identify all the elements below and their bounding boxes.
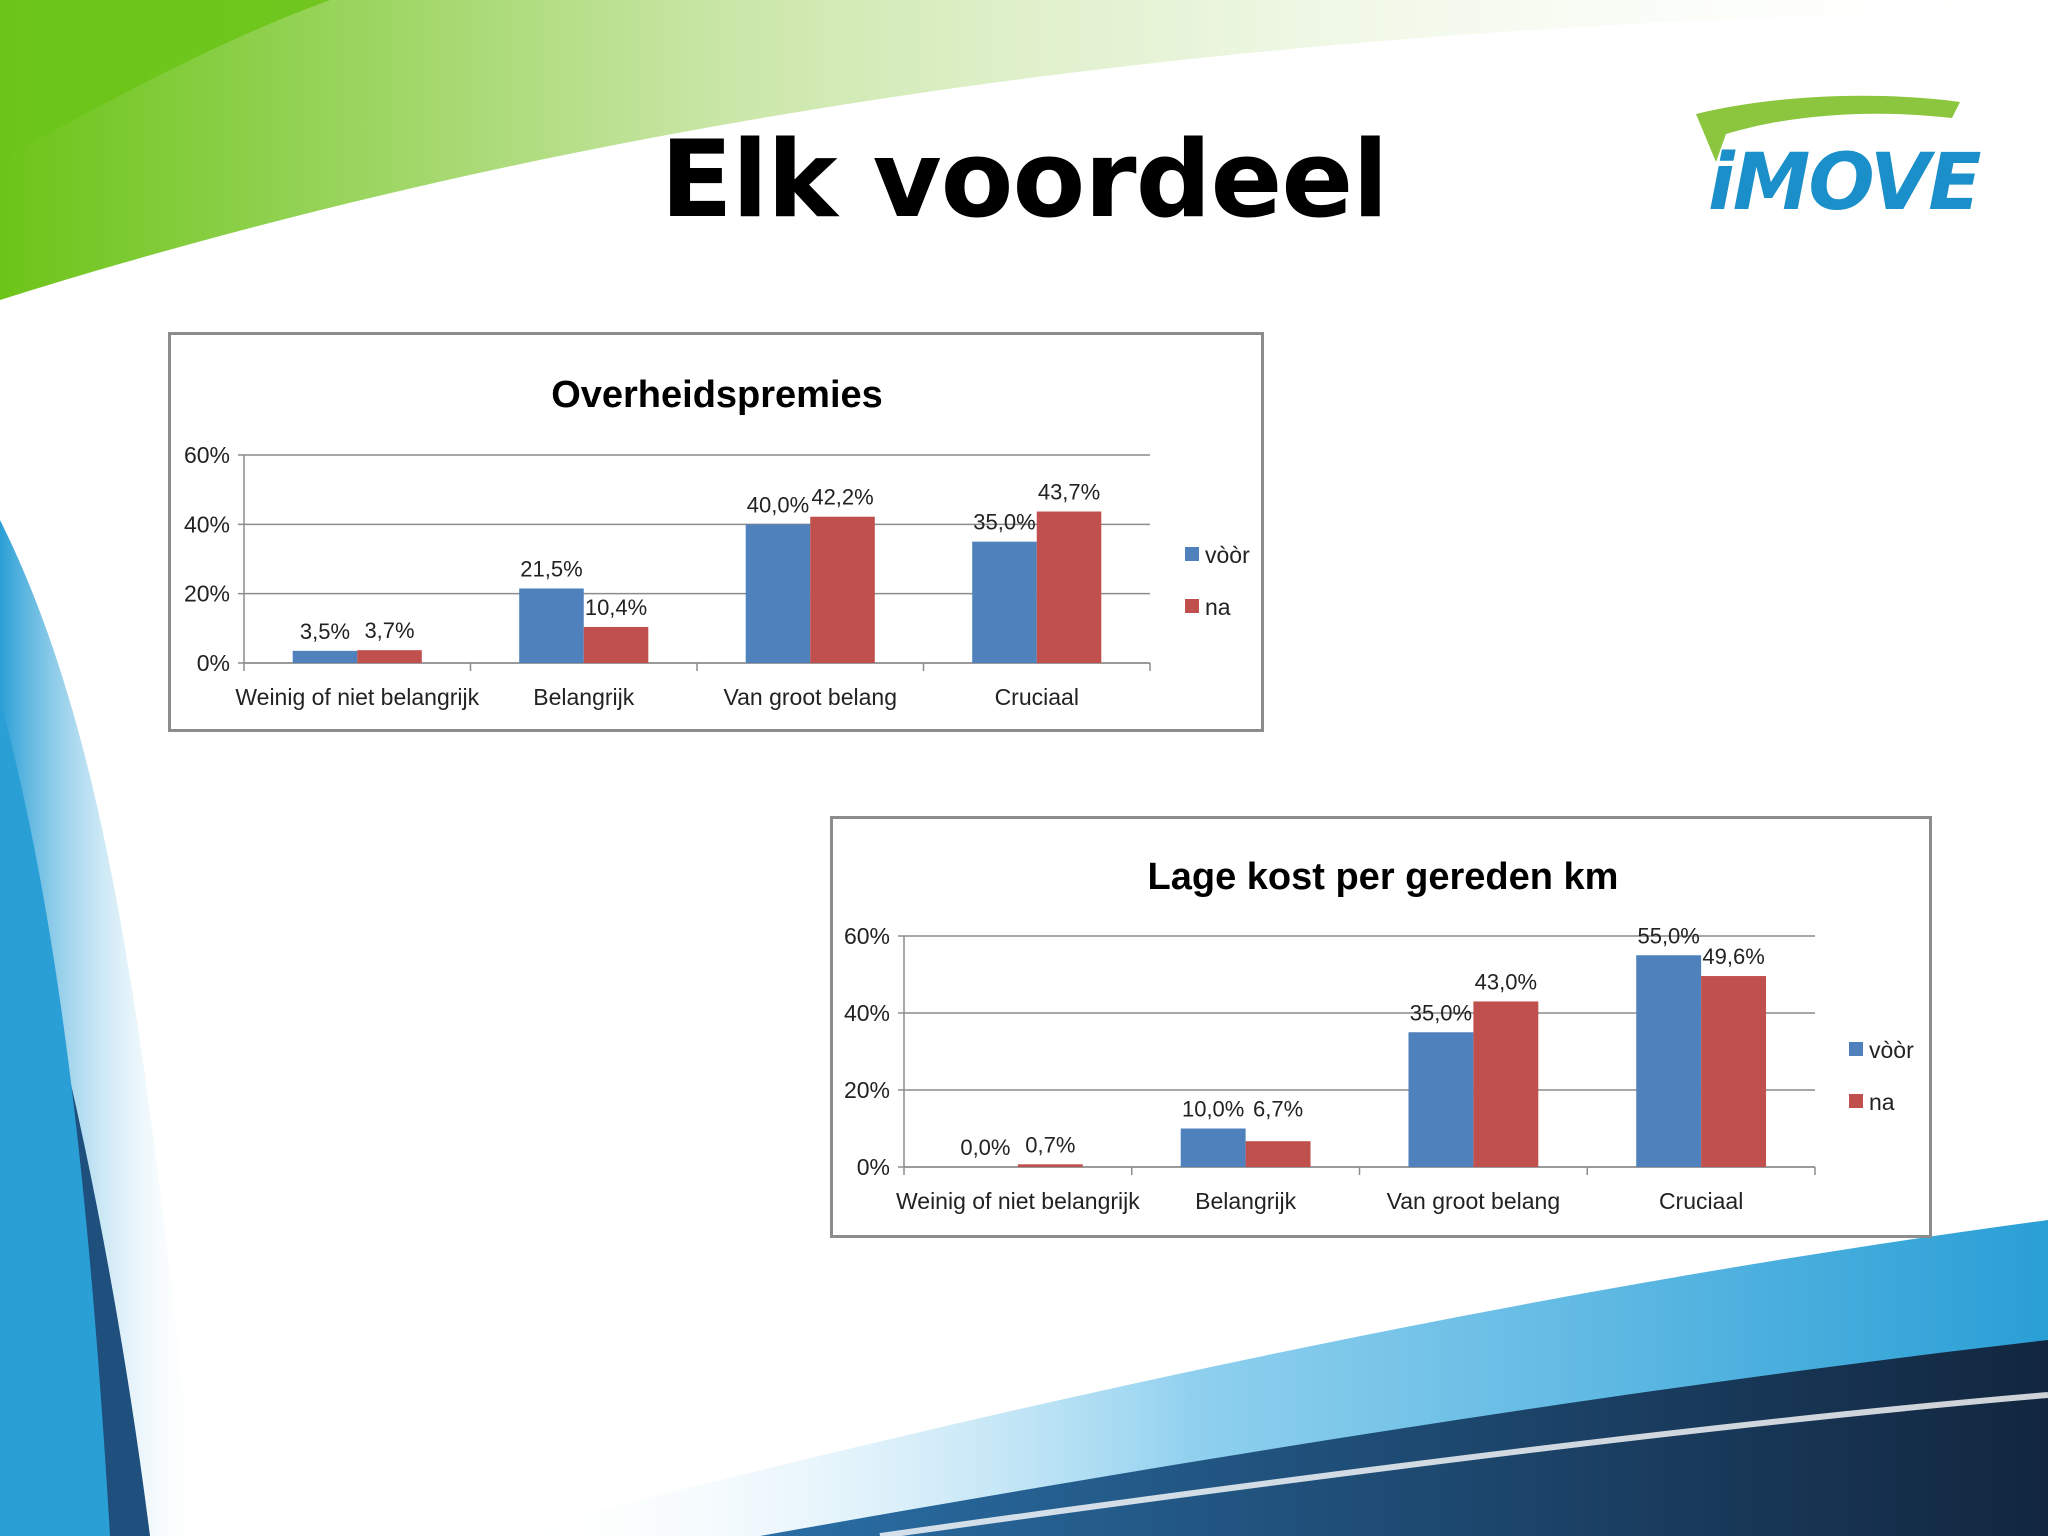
- x-category-label: Cruciaal: [995, 684, 1079, 710]
- bar-na: [1701, 976, 1767, 1167]
- data-label: 55,0%: [1637, 923, 1699, 948]
- data-label: 43,7%: [1038, 480, 1100, 505]
- bar-voor: [1180, 1128, 1246, 1167]
- data-label: 43,0%: [1475, 969, 1537, 994]
- y-tick-label: 20%: [184, 581, 230, 607]
- legend-swatch: [1849, 1042, 1863, 1056]
- y-tick-label: 20%: [844, 1077, 890, 1103]
- data-label: 10,4%: [585, 595, 647, 620]
- x-category-label: Belangrijk: [1195, 1188, 1296, 1214]
- bar-na: [1017, 1164, 1083, 1167]
- imove-logo: iMOVE: [1690, 88, 1982, 228]
- data-label: 35,0%: [1410, 1000, 1472, 1025]
- x-category-label: Van groot belang: [724, 684, 898, 710]
- data-label: 10,0%: [1182, 1097, 1244, 1122]
- data-label: 6,7%: [1253, 1097, 1303, 1122]
- bar-na: [1036, 511, 1102, 663]
- legend-label: na: [1205, 594, 1231, 620]
- chart-lage-kost: Lage kost per gereden km 0% 20% 40% 60% Weini…: [830, 816, 1932, 1238]
- chart-title: Lage kost per gereden km: [1148, 856, 1619, 898]
- bar-voor: [1636, 955, 1702, 1167]
- top-green-swoosh-dark: [0, 0, 330, 160]
- bar-voor: [745, 524, 811, 663]
- bar-na: [810, 516, 875, 663]
- legend-swatch: [1849, 1094, 1863, 1108]
- legend-label: vòòr: [1205, 542, 1250, 568]
- legend-swatch: [1185, 547, 1199, 561]
- data-label: 40,0%: [747, 492, 809, 517]
- bar-voor: [1408, 1032, 1474, 1167]
- y-tick-label: 60%: [184, 442, 230, 468]
- data-label: 35,0%: [973, 510, 1035, 535]
- x-category-label: Van groot belang: [1387, 1188, 1561, 1214]
- data-label: 0,7%: [1025, 1132, 1075, 1157]
- bar-voor: [972, 541, 1037, 663]
- x-category-label: Weinig of niet belangrijk: [896, 1188, 1140, 1214]
- bar-voor: [292, 650, 358, 663]
- legend-swatch: [1185, 599, 1199, 613]
- y-tick-label: 0%: [197, 650, 230, 676]
- left-blue-inner-swoosh: [0, 700, 110, 1536]
- y-tick-label: 60%: [844, 923, 890, 949]
- data-label: 3,7%: [364, 618, 414, 643]
- legend-label: vòòr: [1869, 1037, 1914, 1063]
- chart-overheidspremies-svg: Overheidspremies 0% 20% 40% 60% Weinig of nie…: [184, 374, 1250, 710]
- x-category-label: Weinig of niet belangrijk: [235, 684, 479, 710]
- x-category-label: Belangrijk: [533, 684, 634, 710]
- x-category-label: Cruciaal: [1659, 1188, 1743, 1214]
- logo-swoosh-icon: [1696, 95, 1960, 162]
- chart-overheidspremies: Overheidspremies 0% 20% 40% 60% Weinig of nie…: [168, 332, 1264, 732]
- data-label: 49,6%: [1702, 944, 1764, 969]
- bottom-navy-swoosh: [760, 1340, 2048, 1536]
- data-label: 3,5%: [300, 619, 350, 644]
- data-label: 21,5%: [520, 556, 582, 581]
- bar-na: [357, 650, 422, 663]
- y-tick-label: 0%: [857, 1154, 890, 1180]
- logo-text: iMOVE: [1708, 138, 1982, 228]
- data-label: 0,0%: [960, 1135, 1010, 1160]
- y-tick-label: 40%: [184, 511, 230, 537]
- slide-title: Elk voordeel: [660, 118, 1388, 241]
- bar-voor: [519, 588, 584, 663]
- legend-label: na: [1869, 1089, 1895, 1115]
- chart-title: Overheidspremies: [551, 374, 883, 416]
- y-tick-label: 40%: [844, 1000, 890, 1026]
- top-green-swoosh: [0, 0, 2048, 300]
- data-label: 42,2%: [811, 485, 873, 510]
- bottom-white-line: [879, 1392, 2048, 1536]
- bar-na: [583, 626, 649, 663]
- chart-lage-kost-svg: Lage kost per gereden km 0% 20% 40% 60% Weini…: [844, 856, 1914, 1214]
- bar-na: [1473, 1001, 1539, 1167]
- bar-na: [1245, 1141, 1311, 1167]
